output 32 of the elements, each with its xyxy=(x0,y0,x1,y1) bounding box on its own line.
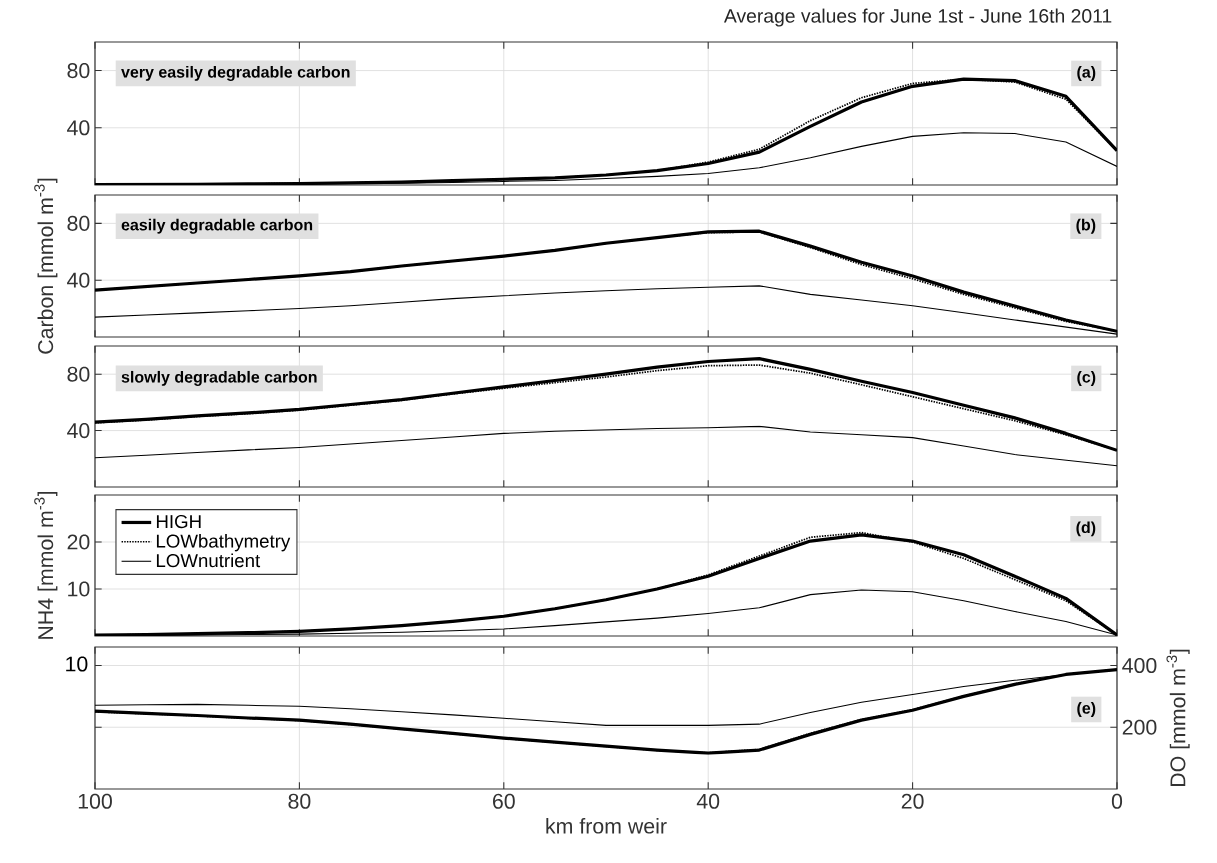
y-tick-label: 40 xyxy=(67,120,90,136)
y-tick-label: 10 xyxy=(68,581,90,597)
y-tick-label: 80 xyxy=(67,215,90,231)
annotation: (a) xyxy=(1077,66,1096,81)
annotation: very easily degradable carbon xyxy=(121,65,350,81)
x-axis-title: km from weir xyxy=(546,817,667,834)
legend-label: LOWbathymetry xyxy=(156,533,291,552)
y-axis-title: Carbon [mmol m$^{-3}$] xyxy=(34,178,58,354)
annotation: slowly degradable carbon xyxy=(121,370,317,386)
y-axis-title: NH4 [mmol m$^{-3}$] xyxy=(34,491,58,639)
annotation: (d) xyxy=(1076,521,1096,537)
x-tick-label: 0 xyxy=(1111,793,1123,809)
y-tick-label: 20 xyxy=(67,534,90,550)
y-tick-label: 40 xyxy=(67,272,90,288)
x-tick-label: 20 xyxy=(901,793,924,809)
legend-label: HIGH xyxy=(156,514,201,529)
annotation: (c) xyxy=(1077,370,1096,386)
y2-tick-label: 400 xyxy=(1122,657,1157,674)
annotation: (b) xyxy=(1076,218,1096,234)
x-tick-label: 40 xyxy=(696,793,720,809)
y2-axis-title: DO [mmol m$^{-3}$] xyxy=(1166,649,1190,787)
x-tick-label: 100 xyxy=(78,793,112,809)
annotation: easily degradable carbon xyxy=(121,218,313,234)
x-tick-label: 80 xyxy=(288,793,311,809)
legend-label: LOWnutrient xyxy=(156,553,261,568)
annotation: (e) xyxy=(1077,702,1096,717)
chart-title: Average values for June 1st - June 16th 2011 xyxy=(723,8,1112,27)
y2-tick-label: 200 xyxy=(1122,719,1157,735)
y-tick-label: 80 xyxy=(67,366,90,382)
y-tick-label: 80 xyxy=(67,63,90,79)
y-tick-label: 40 xyxy=(67,423,90,439)
x-tick-label: 60 xyxy=(493,793,515,809)
